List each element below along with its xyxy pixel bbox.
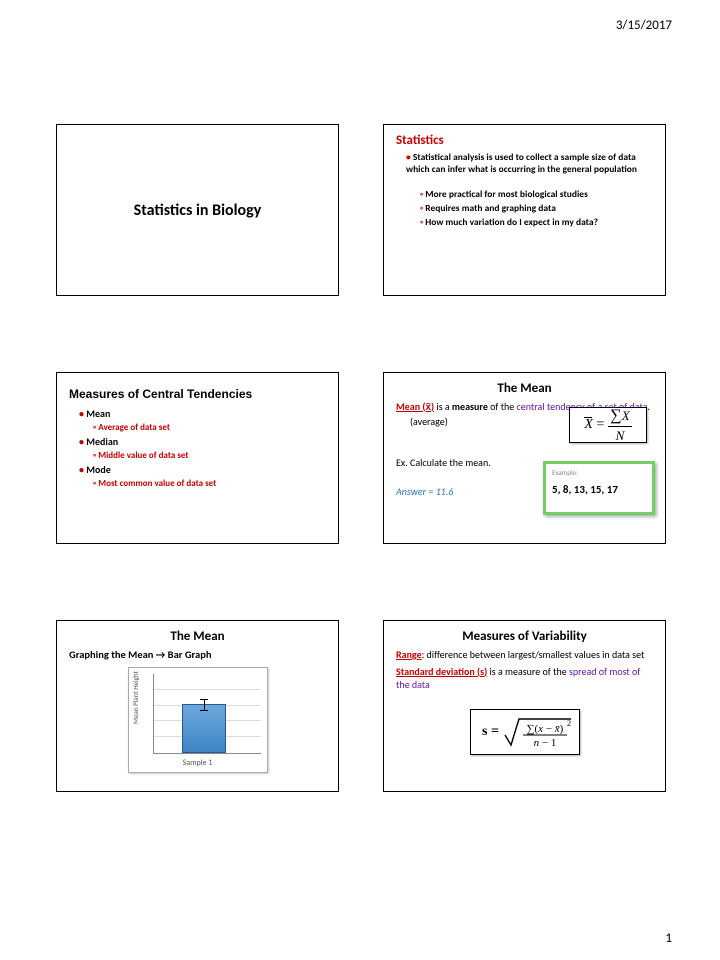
- term: Mean (x̄): [396, 400, 434, 413]
- slide-5: The Mean Graphing the Mean → Bar Graph M…: [56, 620, 339, 792]
- range-line: Range: difference between largest/smalle…: [396, 648, 653, 661]
- text: measure: [452, 400, 488, 413]
- term: Standard deviation (s): [396, 665, 487, 678]
- slide-title: Statistics in Biology: [134, 201, 262, 220]
- chart-ylabel: Mean Plant Height: [131, 671, 140, 724]
- slides-grid: Statistics in Biology Statistics Statist…: [56, 124, 666, 792]
- sqrt-icon: ∑(x − x̄) 2 n − 1: [503, 713, 573, 751]
- bullet: Median: [79, 435, 326, 448]
- svg-text:2: 2: [567, 719, 571, 728]
- text: : difference between largest/smallest va…: [422, 648, 645, 661]
- text: is a: [434, 400, 452, 413]
- bullet-detail: Middle value of data set: [93, 450, 326, 461]
- footer-page-number: 1: [665, 931, 672, 946]
- chart-xlabel: Sample 1: [129, 758, 267, 768]
- text: of the: [488, 400, 517, 413]
- bullet-detail: Average of data set: [93, 422, 326, 433]
- bullet: Requires math and graphing data: [420, 202, 653, 214]
- text: is a measure of the: [487, 665, 569, 678]
- subtitle: Graphing the Mean → Bar Graph: [69, 648, 326, 661]
- slide-3: Measures of Central Tendencies Mean Aver…: [56, 372, 339, 544]
- slide-6: Measures of Variability Range: differenc…: [383, 620, 666, 792]
- slide-title: Measures of Central Tendencies: [69, 387, 326, 401]
- slide-1: Statistics in Biology: [56, 124, 339, 296]
- example-numbers: 5, 8, 13, 15, 17: [552, 483, 646, 496]
- svg-text:∑(x − x̄): ∑(x − x̄): [527, 723, 564, 735]
- slide-title: The Mean: [69, 629, 326, 644]
- bullet: Statistical analysis is used to collect …: [406, 152, 653, 176]
- bullet: Mean: [79, 407, 326, 420]
- slide-title: Measures of Variability: [396, 629, 653, 644]
- stddev-line: Standard deviation (s) is a measure of t…: [396, 665, 653, 691]
- slide-title: The Mean: [396, 381, 653, 396]
- slide-title: Statistics: [396, 133, 653, 148]
- bullet-detail: Most common value of data set: [93, 478, 326, 489]
- example-data-box: Example: 5, 8, 13, 15, 17: [543, 461, 655, 515]
- svg-text:n − 1: n − 1: [534, 737, 557, 749]
- slide-4: The Mean Mean (x̄) is a measure of the c…: [383, 372, 666, 544]
- term: Range: [396, 648, 422, 661]
- stddev-formula: s = ∑(x − x̄) 2 n − 1: [470, 709, 580, 755]
- bullet: More practical for most biological studi…: [420, 188, 653, 200]
- chart-plot: [153, 674, 261, 754]
- example-label: Example:: [552, 468, 646, 477]
- chart-bar: [182, 704, 226, 753]
- header-date: 3/15/2017: [616, 18, 672, 33]
- slide-2: Statistics Statistical analysis is used …: [383, 124, 666, 296]
- bullet: Mode: [79, 463, 326, 476]
- mean-formula: X = ∑X N: [569, 407, 647, 443]
- bullet: How much variation do I expect in my dat…: [420, 216, 653, 228]
- bar-chart: Mean Plant Height Sample 1: [128, 667, 268, 773]
